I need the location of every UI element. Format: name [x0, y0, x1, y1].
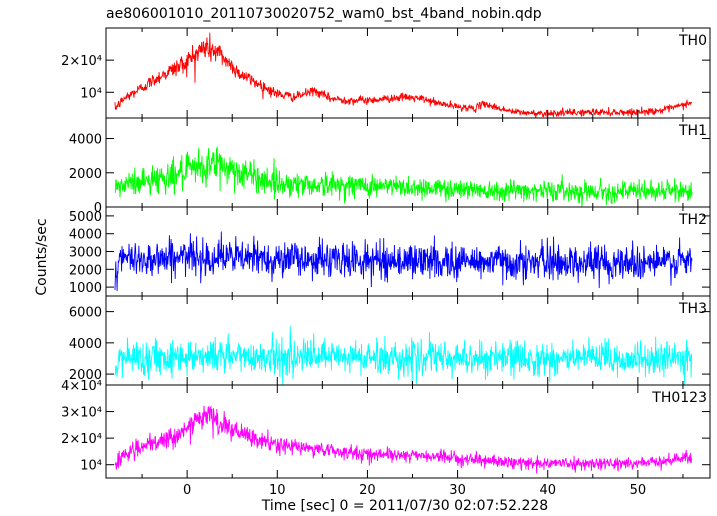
x-axis-label: Time [sec] 0 = 2011/07/30 02:07:52.228 — [261, 498, 548, 514]
y-tick-label: 2000 — [69, 368, 102, 383]
panel-th0: TH0 10⁴ 2×10⁴ — [61, 27, 711, 119]
y-tick-label: 10⁴ — [80, 86, 102, 101]
y-tick-label: 2000 — [69, 167, 102, 182]
y-tick-label: 4×10⁴ — [61, 379, 102, 394]
panel-label: TH2 — [678, 212, 707, 228]
x-tick-label: 30 — [449, 483, 466, 498]
series-line-th0123 — [114, 405, 693, 474]
y-tick-label: 4000 — [69, 228, 102, 243]
chart-title: ae806001010_20110730020752_wam0_bst_4ban… — [106, 6, 542, 22]
y-tick-label: 5000 — [69, 210, 102, 225]
panel-label: TH0 — [678, 33, 707, 49]
panel-frame — [105, 27, 711, 119]
panel-th1: TH1 0 2000 4000 — [69, 117, 711, 216]
y-tick-label: 4000 — [69, 133, 102, 148]
x-tick-label: 0 — [183, 483, 191, 498]
y-tick-label: 3000 — [69, 246, 102, 261]
x-tick-label: 20 — [359, 483, 376, 498]
panel-th3: TH3 2000 4000 6000 — [69, 295, 711, 386]
y-tick-label: 10⁴ — [80, 459, 102, 474]
x-tick-label: 50 — [630, 483, 647, 498]
y-tick-label: 0 — [94, 201, 102, 216]
y-axis-label: Counts/sec — [34, 218, 50, 295]
y-tick-label: 4000 — [69, 337, 102, 352]
y-tick-label: 2000 — [69, 263, 102, 278]
panels-group: TH0 10⁴ 2×10⁴ TH1 0 2000 4000 TH2 1000 2000 3000 40… — [61, 27, 711, 479]
panel-label: TH3 — [678, 301, 707, 317]
panel-frame — [105, 384, 711, 479]
panel-th0123: TH0123 10⁴ 2×10⁴ 3×10⁴ 4×10⁴ — [61, 379, 711, 479]
series-line-th2 — [114, 231, 693, 292]
x-tick-label: 10 — [269, 483, 286, 498]
x-axis: 0 10 20 30 40 50 — [183, 483, 646, 498]
panel-label: TH0123 — [651, 390, 707, 406]
y-tick-label: 3×10⁴ — [61, 406, 102, 421]
series-line-th3 — [114, 325, 693, 386]
y-tick-label: 2×10⁴ — [61, 54, 102, 69]
series-line-th0 — [114, 32, 693, 119]
y-tick-label: 2×10⁴ — [61, 432, 102, 447]
x-tick-label: 40 — [539, 483, 556, 498]
panel-label: TH1 — [678, 123, 707, 139]
y-tick-label: 1000 — [69, 281, 102, 296]
panel-th2: TH2 1000 2000 3000 4000 5000 — [69, 206, 711, 297]
series-line-th1 — [114, 146, 693, 208]
y-tick-label: 6000 — [69, 306, 102, 321]
